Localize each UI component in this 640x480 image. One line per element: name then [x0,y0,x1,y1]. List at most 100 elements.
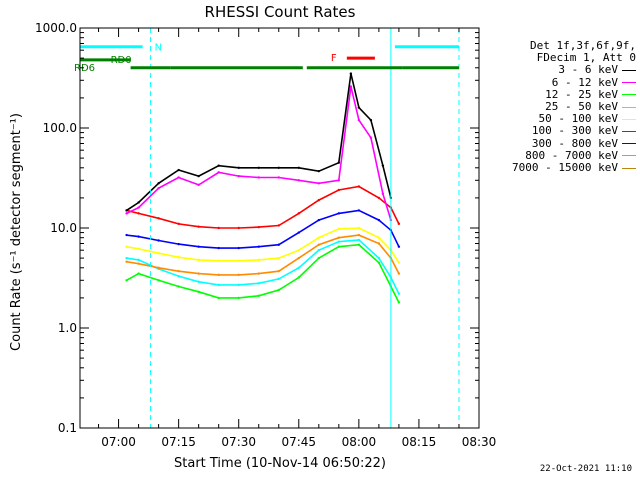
chart-legend: Det 1f,3f,6f,9f, FDecim 1, Att 0 3 - 6 k… [478,39,636,174]
x-axis-label: Start Time (10-Nov-14 06:50:22) [174,456,386,471]
series-line-50-100-kev [126,227,400,264]
data-point [237,273,240,277]
series-line-12-25-kev [126,243,400,303]
data-point [337,240,341,243]
legend-entry: 3 - 6 keV [478,64,636,76]
data-point [317,198,321,202]
data-point [397,222,401,226]
legend-swatch [622,155,636,157]
series-line-100-300-kev [126,185,400,229]
legend-entry-label: 12 - 25 keV [545,87,618,101]
data-point [197,272,200,275]
data-point [297,212,300,215]
data-point [157,182,160,185]
series-line-300-800-kev [126,209,400,249]
data-point [237,166,240,169]
data-point [357,226,361,230]
data-point [317,236,321,239]
data-point [381,192,385,195]
data-point [197,183,200,187]
x-tick-label: 08:15 [402,435,437,449]
data-point [357,233,361,237]
data-point [277,166,280,169]
data-point [177,176,180,179]
data-point [157,251,160,255]
data-point [125,256,128,260]
data-point [377,242,381,245]
data-point [277,224,280,227]
data-point [137,247,140,250]
y-tick-label: 0.1 [58,421,77,435]
data-point [357,118,361,122]
legend-entry-label: 800 - 7000 keV [525,148,618,162]
y-tick-label: 100.0 [43,121,77,135]
data-point [177,285,180,288]
data-point [157,279,160,282]
data-point [381,164,385,167]
legend-swatch [622,70,636,71]
decimation-rd0-label: RD0 [111,55,132,66]
data-point [337,245,341,248]
data-point [137,235,140,238]
data-point [277,243,280,246]
data-point [157,239,160,242]
data-point [337,179,341,182]
data-point [237,174,240,178]
data-point [257,245,260,248]
data-point [349,85,353,88]
y-tick-label: 1000.0 [35,21,77,35]
data-point [197,280,200,283]
data-point [337,212,341,215]
data-point [125,279,128,282]
data-point [257,282,260,285]
data-point [277,256,280,260]
data-point [357,238,361,242]
legend-header-line: Det 1f,3f,6f,9f, [530,39,636,52]
legend-entry: 6 - 12 keV [478,76,636,89]
data-point [357,209,361,212]
x-tick-label: 08:30 [462,435,497,449]
legend-entry-label: 300 - 800 keV [531,136,618,150]
decimation-rd6-label: RD6 [74,63,95,74]
data-point [197,174,200,178]
legend-header-line: FDecim 1, Att 0 [536,51,636,65]
timestamp: 22-Oct-2021 11:10 [539,464,632,474]
legend-swatch [622,131,636,133]
legend-swatch [622,94,636,96]
data-point [257,294,260,297]
legend-entry: 800 - 7000 keV [478,148,636,162]
legend-swatch [622,118,636,120]
legend-entry: 300 - 800 keV [478,136,636,150]
data-point [197,290,200,294]
x-tick-label: 07:15 [161,435,196,449]
data-point [157,187,160,190]
data-point [297,231,300,234]
data-point [297,179,300,182]
data-point [197,245,200,248]
y-axis-label: Count Rate (s⁻¹ detector segment⁻¹) [9,113,24,351]
x-tick-label: 07:30 [221,435,256,449]
data-point [177,168,180,172]
series-line-3-6-kev [126,73,392,212]
data-point [237,296,240,300]
data-point [237,246,240,250]
chart-title: RHESSI Count Rates [205,3,356,21]
data-point [297,276,300,279]
data-point [125,212,128,215]
legend-entry: 100 - 300 keV [478,125,636,137]
data-point [137,272,140,275]
data-point [297,248,300,252]
data-point [125,260,128,263]
data-point [397,272,401,275]
legend-entry-label: 100 - 300 keV [531,124,618,138]
data-point [277,269,280,273]
data-point [317,256,321,260]
legend-swatch [622,167,636,169]
data-point [317,182,321,185]
data-point [257,225,260,229]
flare-flag-label: F [331,53,337,64]
data-point [177,242,180,246]
series-line-25-50-kev [126,239,400,295]
data-point [217,246,220,250]
data-point [197,258,200,262]
